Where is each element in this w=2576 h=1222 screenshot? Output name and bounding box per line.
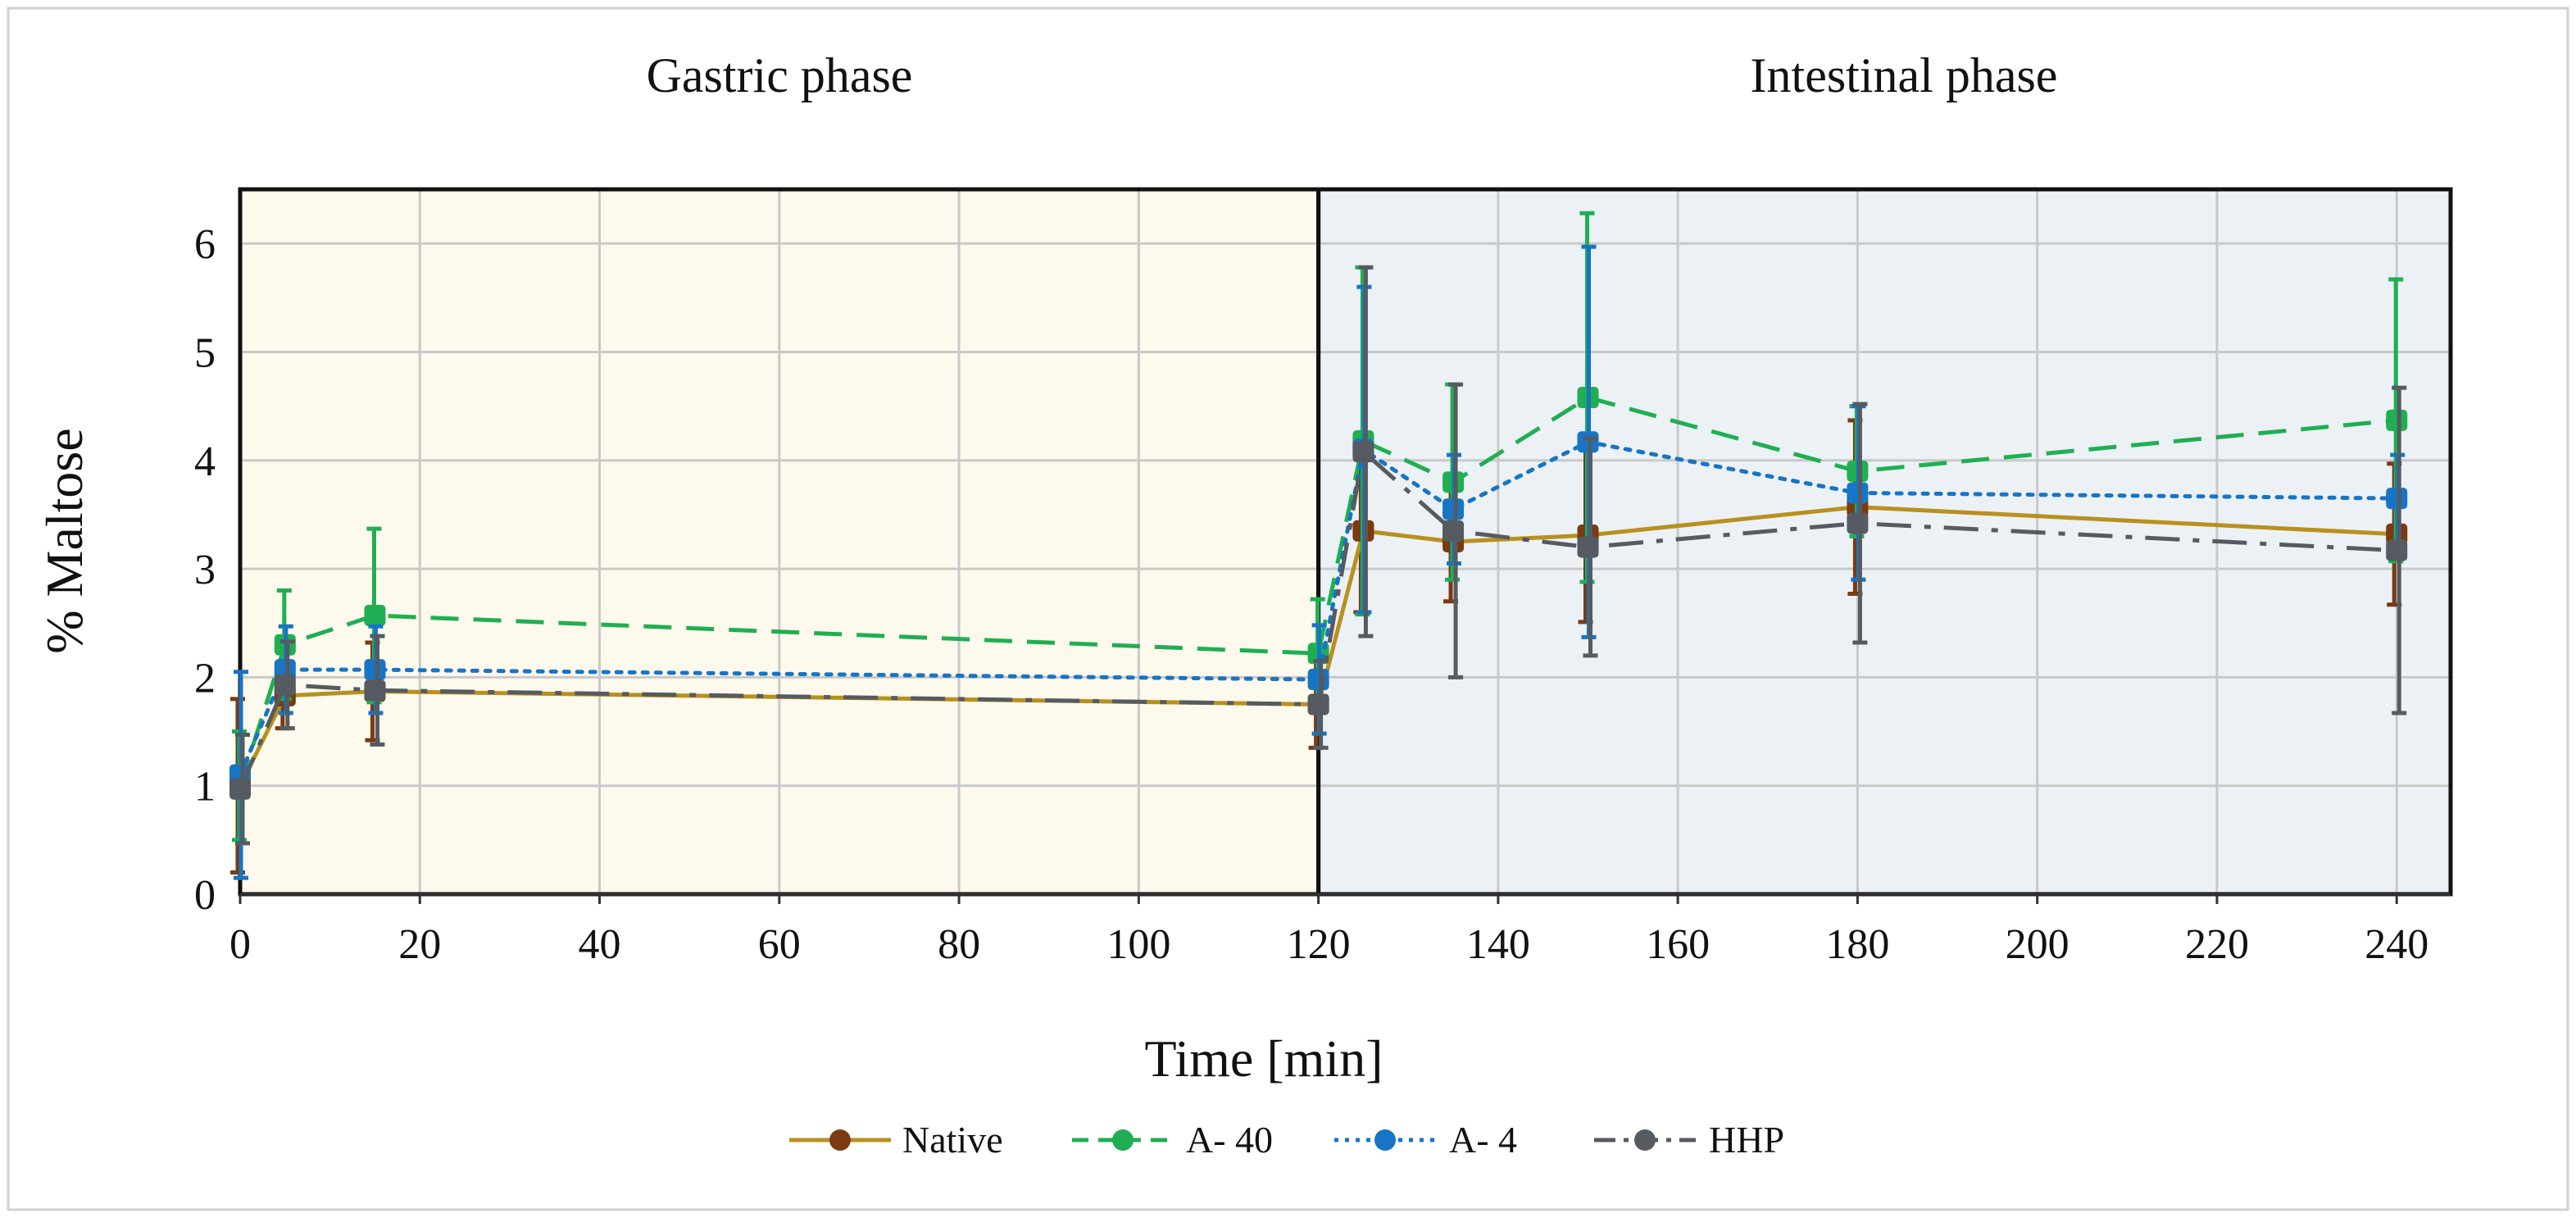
y-tick-label: 3 — [194, 547, 216, 593]
x-tick-label: 40 — [579, 921, 621, 968]
data-point-a40 — [2386, 409, 2408, 431]
data-point-a4 — [2386, 488, 2408, 510]
x-tick-label: 180 — [1825, 921, 1889, 968]
legend-marker-a40 — [1112, 1129, 1134, 1151]
x-tick-label: 80 — [938, 921, 980, 968]
data-point-hhp — [229, 778, 251, 800]
y-tick-label: 1 — [194, 764, 216, 811]
data-point-a40 — [364, 604, 386, 626]
x-tick-label: 100 — [1106, 921, 1170, 968]
legend-marker-a4 — [1374, 1129, 1396, 1151]
data-point-hhp — [2386, 539, 2408, 561]
legend-label-native: Native — [902, 1119, 1003, 1161]
x-tick-label: 120 — [1287, 921, 1351, 968]
legend-marker-native — [829, 1129, 851, 1151]
legend-label-a4: A- 4 — [1449, 1119, 1517, 1161]
x-axis-title: Time [min] — [1145, 1029, 1383, 1088]
data-point-hhp — [1847, 512, 1869, 534]
phase-label-gastric: Gastric phase — [647, 48, 913, 102]
legend-label-hhp: HHP — [1709, 1119, 1784, 1161]
legend-marker-hhp — [1634, 1129, 1656, 1151]
data-point-hhp — [274, 674, 296, 696]
series-line-hhp — [238, 449, 2397, 790]
phase-label-intestinal: Intestinal phase — [1751, 48, 2058, 102]
data-point-hhp — [364, 679, 386, 702]
y-tick-label: 2 — [194, 655, 216, 702]
data-point-a4 — [1307, 669, 1329, 691]
x-tick-label: 220 — [2185, 921, 2249, 968]
data-point-hhp — [1442, 520, 1465, 542]
x-tick-label: 200 — [2006, 921, 2069, 968]
data-point-hhp — [1352, 441, 1374, 463]
data-point-hhp — [1577, 536, 1599, 558]
x-tick-label: 140 — [1466, 921, 1530, 968]
series-line-a40 — [238, 395, 2397, 787]
y-tick-label: 5 — [194, 329, 216, 376]
y-tick-label: 0 — [194, 872, 216, 919]
legend: Native A- 40 A- 4 HHP — [789, 1119, 1784, 1161]
data-point-a4 — [1442, 498, 1465, 520]
y-tick-label: 4 — [194, 438, 216, 485]
x-tick-label: 240 — [2365, 921, 2428, 968]
legend-label-a40: A- 40 — [1186, 1119, 1273, 1161]
x-tick-label: 160 — [1646, 921, 1710, 968]
y-axis-title: % Maltose — [35, 428, 93, 654]
data-point-a4 — [364, 659, 386, 681]
data-point-a4 — [1847, 482, 1869, 504]
data-point-a4 — [1577, 431, 1599, 453]
data-point-hhp — [1307, 693, 1329, 715]
x-tick-label: 0 — [229, 921, 251, 968]
y-tick-label: 6 — [194, 221, 216, 268]
x-tick-label: 20 — [398, 921, 441, 968]
x-tick-label: 60 — [758, 921, 801, 968]
